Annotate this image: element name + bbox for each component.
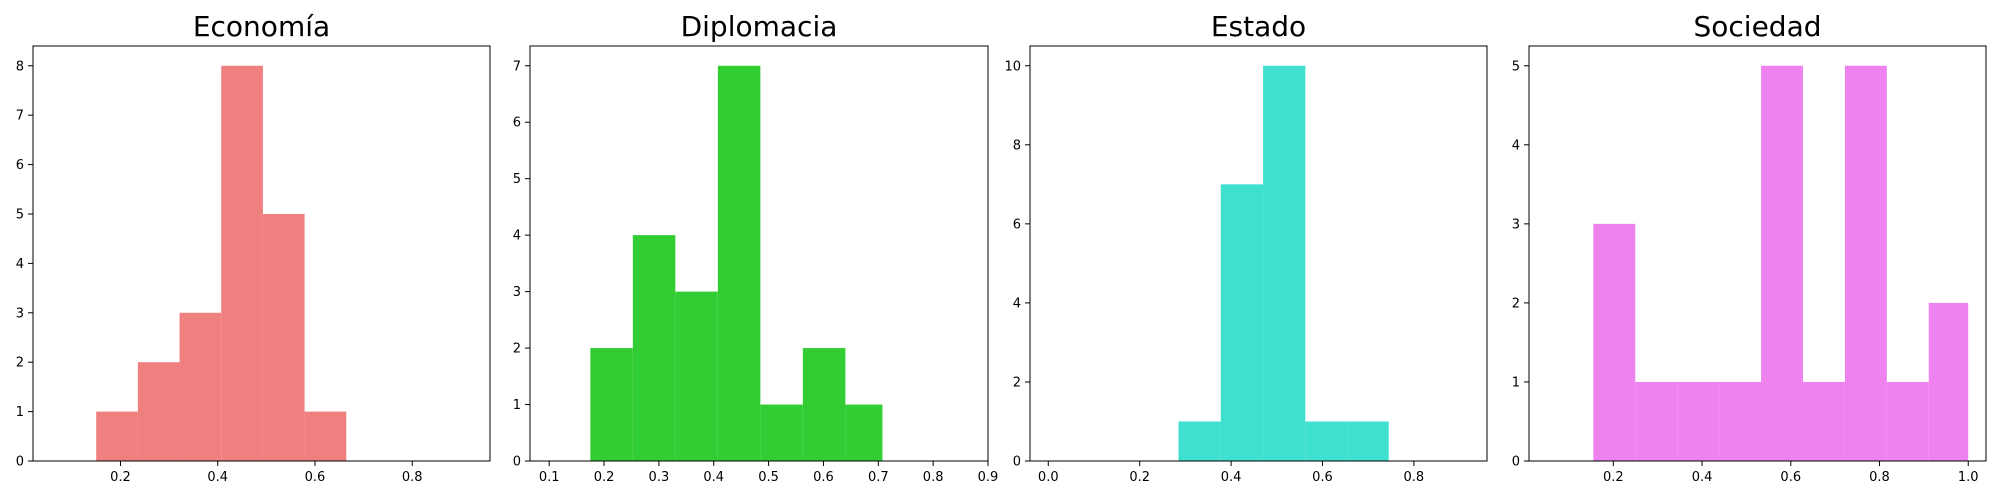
x-tick-label: 0.8	[402, 470, 423, 485]
x-tick-label: 0.0	[1038, 470, 1059, 485]
y-tick-label: 2	[16, 356, 24, 371]
y-tick-label: 2	[513, 342, 521, 357]
y-tick-label: 7	[16, 109, 24, 124]
x-tick-label: 0.1	[539, 470, 560, 485]
x-tick-label: 0.8	[1869, 470, 1890, 485]
histogram-bar	[179, 312, 222, 461]
y-tick-label: 5	[1512, 59, 1520, 74]
histogram-bar	[802, 348, 846, 461]
y-tick-label: 3	[1512, 217, 1520, 232]
y-tick-label: 8	[1013, 138, 1021, 153]
histogram-bar	[590, 348, 633, 461]
x-tick-label: 0.2	[1129, 470, 1150, 485]
x-tick-label: 0.7	[868, 470, 889, 485]
panel-title: Sociedad	[1693, 10, 1821, 43]
histogram-panel-0: 0.2 0.4 0.6 0.8 0 1 2 3 4 5 6 7 8 Economía	[16, 10, 491, 485]
histogram-bar	[717, 65, 761, 461]
histogram-bar	[632, 235, 676, 461]
histogram-bar	[1761, 65, 1803, 461]
histogram-panel-3: 0.2 0.4 0.6 0.8 1.0 0 1 2 3 4 5 Sociedad	[1512, 10, 1987, 485]
x-tick-label: 0.3	[649, 470, 670, 485]
x-tick-label: 0.4	[207, 470, 228, 485]
y-tick-label: 4	[513, 229, 521, 244]
histogram-bar	[1347, 421, 1389, 461]
y-tick-label: 1	[1512, 375, 1520, 390]
histogram-panel-2: 0.0 0.2 0.4 0.6 0.8 0 2 4 6 8 10 Estado	[1004, 10, 1488, 485]
x-tick-label: 0.4	[1692, 470, 1713, 485]
y-tick-label: 4	[1013, 296, 1021, 311]
y-tick-label: 1	[513, 398, 521, 413]
y-tick-label: 2	[1512, 296, 1520, 311]
histogram-bar	[845, 404, 883, 461]
x-tick-label: 0.8	[923, 470, 944, 485]
y-tick-label: 6	[513, 116, 521, 131]
y-tick-label: 2	[1013, 375, 1021, 390]
histogram-bar	[1178, 421, 1221, 461]
y-tick-label: 3	[16, 306, 24, 321]
histogram-bar	[1928, 302, 1969, 461]
y-tick-label: 0	[1013, 455, 1021, 470]
histogram-bar	[1719, 381, 1762, 461]
panel-title: Economía	[193, 10, 330, 43]
y-tick-label: 0	[1512, 455, 1520, 470]
histogram-panel-1: 0.1 0.2 0.3 0.4 0.5 0.6 0.7 0.8 0.9 0 1 2 3 4 5 6 7 Diplo…	[513, 10, 999, 485]
panel-title: Diplomacia	[681, 10, 838, 43]
x-tick-label: 0.5	[758, 470, 779, 485]
x-tick-label: 0.6	[305, 470, 326, 485]
histogram-bar	[675, 291, 718, 461]
x-tick-label: 0.4	[1221, 470, 1242, 485]
x-tick-label: 0.6	[1312, 470, 1333, 485]
histogram-bar	[1635, 381, 1678, 461]
axes-frame	[32, 45, 491, 462]
x-tick-label: 0.6	[813, 470, 834, 485]
x-tick-label: 0.2	[1603, 470, 1624, 485]
y-tick-label: 10	[1004, 59, 1021, 74]
histogram-bar	[262, 213, 305, 461]
histogram-bar	[96, 411, 138, 461]
axes-frame	[1029, 45, 1488, 462]
y-tick-label: 3	[513, 285, 521, 300]
y-tick-label: 5	[513, 172, 521, 187]
x-tick-label: 0.6	[1780, 470, 1801, 485]
x-tick-label: 0.4	[703, 470, 724, 485]
histogram-bar	[1593, 223, 1636, 461]
x-tick-label: 0.2	[594, 470, 615, 485]
x-tick-label: 1.0	[1958, 470, 1979, 485]
histogram-bar	[1677, 381, 1720, 461]
x-tick-label: 0.2	[110, 470, 131, 485]
axes-frame	[1528, 45, 1987, 462]
x-tick-label: 0.8	[1404, 470, 1425, 485]
y-tick-label: 4	[1512, 138, 1520, 153]
axes-frame	[529, 45, 989, 462]
histogram-bar	[1263, 65, 1306, 461]
histogram-bar	[1886, 381, 1929, 461]
y-tick-label: 0	[513, 455, 521, 470]
histogram-bar	[221, 65, 263, 461]
histogram-bar	[1305, 421, 1348, 461]
histogram-bar	[304, 411, 347, 461]
histogram-bar	[760, 404, 803, 461]
histogram-bar	[1220, 184, 1264, 462]
y-tick-label: 6	[16, 158, 24, 173]
y-tick-label: 0	[16, 455, 24, 470]
y-tick-label: 4	[16, 257, 24, 272]
x-tick-label: 0.9	[978, 470, 999, 485]
panel-title: Estado	[1211, 10, 1306, 43]
histogram-bar	[1802, 381, 1845, 461]
y-tick-label: 7	[513, 59, 521, 74]
y-tick-label: 6	[1013, 217, 1021, 232]
y-tick-label: 8	[16, 59, 24, 74]
histogram-bar	[1844, 65, 1887, 461]
y-tick-label: 5	[16, 207, 24, 222]
histogram-bar	[137, 362, 180, 461]
y-tick-label: 1	[16, 405, 24, 420]
